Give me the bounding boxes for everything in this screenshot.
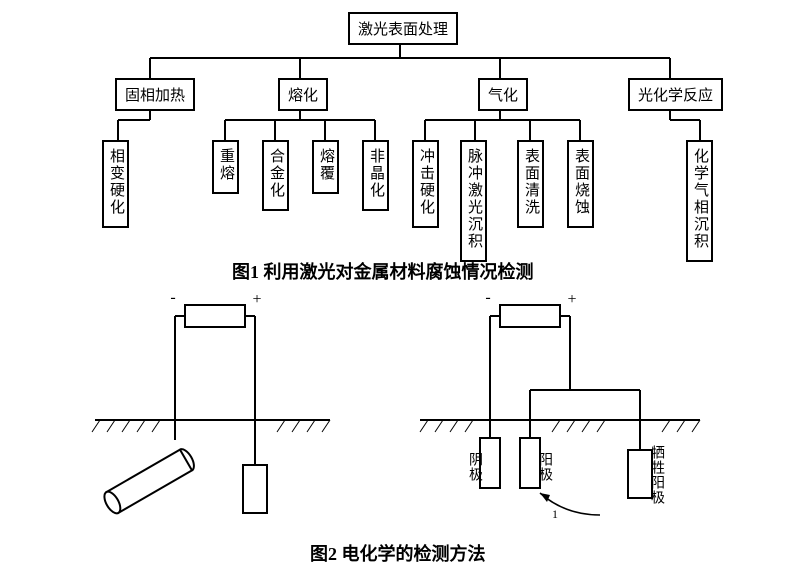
node-solid-heating: 固相加热 [115, 78, 195, 111]
leaf-alloying: 合金化 [262, 140, 289, 211]
leaf-remelting: 重熔 [212, 140, 239, 194]
leaf-shock-hardening: 冲击硬化 [412, 140, 439, 228]
leaf-pld: 脉冲激光沉积 [460, 140, 487, 262]
fig2-svg: 1 - + - + [0, 290, 802, 570]
tree-root: 激光表面处理 [348, 12, 458, 45]
plus-sign-r: + [567, 291, 576, 308]
plus-sign: + [252, 291, 261, 308]
label-cathode: 阴极 [464, 452, 484, 482]
leaf-cladding: 熔覆 [312, 140, 339, 194]
node-photochem: 光化学反应 [628, 78, 723, 111]
leaf-cvd: 化学气相沉积 [686, 140, 713, 262]
leaf-phase-hardening: 相变硬化 [102, 140, 129, 228]
label-sacrificial: 牺牲阳极 [646, 445, 666, 505]
fig1-caption: 图1 利用激光对金属材料腐蚀情况检测 [232, 258, 534, 284]
fig2-left [92, 305, 330, 516]
node-melting: 熔化 [278, 78, 328, 111]
leaf-surface-cleaning: 表面清洗 [517, 140, 544, 228]
label-anode: 阳极 [534, 452, 554, 482]
minus-sign-r: - [485, 290, 490, 306]
leaf-surface-ablation: 表面烧蚀 [567, 140, 594, 228]
node-vaporization: 气化 [478, 78, 528, 111]
leaf-amorphization: 非晶化 [362, 140, 389, 211]
minus-sign: - [170, 290, 175, 306]
svg-text:1: 1 [552, 507, 558, 521]
fig2-caption: 图2 电化学的检测方法 [310, 540, 486, 566]
